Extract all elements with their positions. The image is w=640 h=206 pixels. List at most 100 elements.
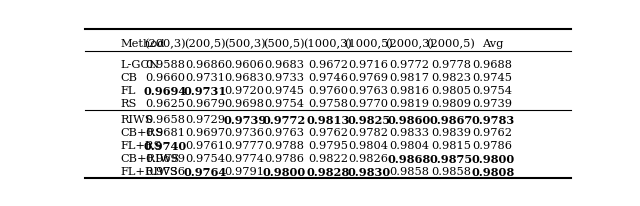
Text: 0.9699: 0.9699 xyxy=(145,154,186,164)
Text: 0.9760: 0.9760 xyxy=(308,87,348,96)
Text: 0.9762: 0.9762 xyxy=(473,128,513,138)
Text: 0.9816: 0.9816 xyxy=(389,87,429,96)
Text: 0.9754: 0.9754 xyxy=(473,87,513,96)
Text: 0.9809: 0.9809 xyxy=(431,99,471,109)
Text: 0.9588: 0.9588 xyxy=(145,60,186,70)
Text: 0.9783: 0.9783 xyxy=(471,115,515,126)
Text: 0.9808: 0.9808 xyxy=(471,167,515,178)
Text: 0.9823: 0.9823 xyxy=(431,73,471,83)
Text: 0.9833: 0.9833 xyxy=(389,128,429,138)
Text: (500,3): (500,3) xyxy=(224,39,266,49)
Text: (1000,3): (1000,3) xyxy=(303,39,353,49)
Text: 0.9777: 0.9777 xyxy=(225,141,265,151)
Text: (2000,3): (2000,3) xyxy=(385,39,434,49)
Text: FL: FL xyxy=(121,87,136,96)
Text: Avg: Avg xyxy=(482,39,503,49)
Text: 0.9606: 0.9606 xyxy=(225,60,265,70)
Text: 0.9769: 0.9769 xyxy=(349,73,388,83)
Text: 0.9770: 0.9770 xyxy=(349,99,388,109)
Text: 0.9815: 0.9815 xyxy=(431,141,471,151)
Text: 0.9828: 0.9828 xyxy=(307,167,349,178)
Text: 0.9867: 0.9867 xyxy=(429,115,472,126)
Text: 0.9758: 0.9758 xyxy=(308,99,348,109)
Text: 0.9740: 0.9740 xyxy=(144,141,187,152)
Text: Method: Method xyxy=(121,39,165,49)
Text: 0.9745: 0.9745 xyxy=(264,87,305,96)
Text: 0.9762: 0.9762 xyxy=(308,128,348,138)
Text: 0.9868: 0.9868 xyxy=(388,154,431,165)
Text: 0.9778: 0.9778 xyxy=(431,60,471,70)
Text: L-GCN: L-GCN xyxy=(121,60,159,70)
Text: 0.9679: 0.9679 xyxy=(185,99,225,109)
Text: 0.9786: 0.9786 xyxy=(473,141,513,151)
Text: FL+RS: FL+RS xyxy=(121,141,162,151)
Text: 0.9720: 0.9720 xyxy=(225,87,265,96)
Text: RS: RS xyxy=(121,99,137,109)
Text: 0.9817: 0.9817 xyxy=(389,73,429,83)
Text: (200,5): (200,5) xyxy=(184,39,226,49)
Text: (200,3): (200,3) xyxy=(145,39,186,49)
Text: 0.9813: 0.9813 xyxy=(307,115,349,126)
Text: (1000,5): (1000,5) xyxy=(344,39,393,49)
Text: 0.9729: 0.9729 xyxy=(185,115,225,125)
Text: 0.9772: 0.9772 xyxy=(263,115,306,126)
Text: 0.9754: 0.9754 xyxy=(264,99,305,109)
Text: RIWS: RIWS xyxy=(121,115,154,125)
Text: 0.9858: 0.9858 xyxy=(389,167,429,177)
Text: 0.9688: 0.9688 xyxy=(473,60,513,70)
Text: 0.9795: 0.9795 xyxy=(308,141,348,151)
Text: 0.9745: 0.9745 xyxy=(473,73,513,83)
Text: CB: CB xyxy=(121,73,138,83)
Text: 0.9731: 0.9731 xyxy=(185,73,225,83)
Text: 0.9800: 0.9800 xyxy=(263,167,306,178)
Text: 0.9800: 0.9800 xyxy=(471,154,515,165)
Text: 0.9772: 0.9772 xyxy=(389,60,429,70)
Text: 0.9860: 0.9860 xyxy=(388,115,431,126)
Text: 0.9736: 0.9736 xyxy=(145,167,186,177)
Text: 0.9830: 0.9830 xyxy=(347,167,390,178)
Text: 0.9826: 0.9826 xyxy=(349,154,388,164)
Text: 0.9697: 0.9697 xyxy=(185,128,225,138)
Text: FL+RIWS: FL+RIWS xyxy=(121,167,179,177)
Text: CB+RS: CB+RS xyxy=(121,128,164,138)
Text: 0.9694: 0.9694 xyxy=(144,87,187,97)
Text: 0.9731: 0.9731 xyxy=(183,87,227,97)
Text: CB+RIWS: CB+RIWS xyxy=(121,154,180,164)
Text: 0.9716: 0.9716 xyxy=(349,60,388,70)
Text: 0.9822: 0.9822 xyxy=(308,154,348,164)
Text: 0.9875: 0.9875 xyxy=(429,154,472,165)
Text: 0.9672: 0.9672 xyxy=(308,60,348,70)
Text: 0.9739: 0.9739 xyxy=(223,115,266,126)
Text: 0.9764: 0.9764 xyxy=(184,167,227,178)
Text: 0.9683: 0.9683 xyxy=(264,60,305,70)
Text: 0.9804: 0.9804 xyxy=(389,141,429,151)
Text: 0.9782: 0.9782 xyxy=(349,128,388,138)
Text: 0.9658: 0.9658 xyxy=(145,115,186,125)
Text: 0.9788: 0.9788 xyxy=(264,141,305,151)
Text: 0.9754: 0.9754 xyxy=(185,154,225,164)
Text: 0.9763: 0.9763 xyxy=(264,128,305,138)
Text: 0.9804: 0.9804 xyxy=(349,141,388,151)
Text: 0.9805: 0.9805 xyxy=(431,87,471,96)
Text: 0.9739: 0.9739 xyxy=(473,99,513,109)
Text: 0.9681: 0.9681 xyxy=(145,128,186,138)
Text: 0.9625: 0.9625 xyxy=(145,99,186,109)
Text: (2000,5): (2000,5) xyxy=(427,39,476,49)
Text: (500,5): (500,5) xyxy=(264,39,305,49)
Text: 0.9774: 0.9774 xyxy=(225,154,265,164)
Text: 0.9763: 0.9763 xyxy=(349,87,388,96)
Text: 0.9698: 0.9698 xyxy=(225,99,265,109)
Text: 0.9736: 0.9736 xyxy=(225,128,265,138)
Text: 0.9839: 0.9839 xyxy=(431,128,471,138)
Text: 0.9683: 0.9683 xyxy=(225,73,265,83)
Text: 0.9746: 0.9746 xyxy=(308,73,348,83)
Text: 0.9733: 0.9733 xyxy=(264,73,305,83)
Text: 0.9858: 0.9858 xyxy=(431,167,471,177)
Text: 0.9819: 0.9819 xyxy=(389,99,429,109)
Text: 0.9786: 0.9786 xyxy=(264,154,305,164)
Text: 0.9660: 0.9660 xyxy=(145,73,186,83)
Text: 0.9686: 0.9686 xyxy=(185,60,225,70)
Text: 0.9761: 0.9761 xyxy=(185,141,225,151)
Text: 0.9791: 0.9791 xyxy=(225,167,265,177)
Text: 0.9825: 0.9825 xyxy=(347,115,390,126)
